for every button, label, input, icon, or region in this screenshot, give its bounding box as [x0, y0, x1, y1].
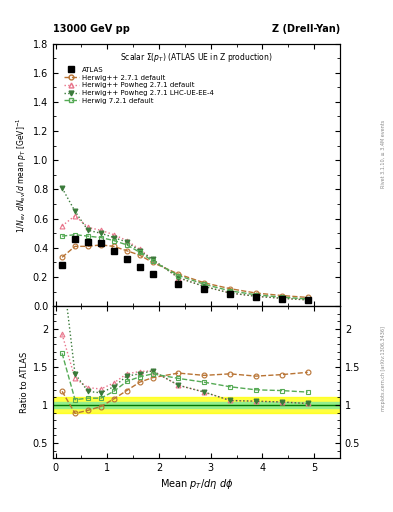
Text: Z (Drell-Yan): Z (Drell-Yan) — [272, 25, 340, 34]
Text: Rivet 3.1.10, ≥ 3.4M events: Rivet 3.1.10, ≥ 3.4M events — [381, 119, 386, 188]
Text: mcplots.cern.ch [arXiv:1306.3436]: mcplots.cern.ch [arXiv:1306.3436] — [381, 326, 386, 411]
Bar — [53, 397, 340, 413]
Bar — [53, 402, 340, 408]
Legend: ATLAS, Herwig++ 2.7.1 default, Herwig++ Powheg 2.7.1 default, Herwig++ Powheg 2.: ATLAS, Herwig++ 2.7.1 default, Herwig++ … — [62, 66, 215, 105]
Y-axis label: $1/N_\mathrm{ev}\ dN_\mathrm{ev}/d$ mean $p_T\ [\mathrm{GeV}]^{-1}$: $1/N_\mathrm{ev}\ dN_\mathrm{ev}/d$ mean… — [14, 117, 29, 232]
Text: Scalar $\Sigma(p_T)$ (ATLAS UE in Z production): Scalar $\Sigma(p_T)$ (ATLAS UE in Z prod… — [120, 51, 273, 65]
Text: 13000 GeV pp: 13000 GeV pp — [53, 25, 130, 34]
X-axis label: Mean $p_T/d\eta\ d\phi$: Mean $p_T/d\eta\ d\phi$ — [160, 477, 233, 492]
Y-axis label: Ratio to ATLAS: Ratio to ATLAS — [20, 352, 29, 413]
